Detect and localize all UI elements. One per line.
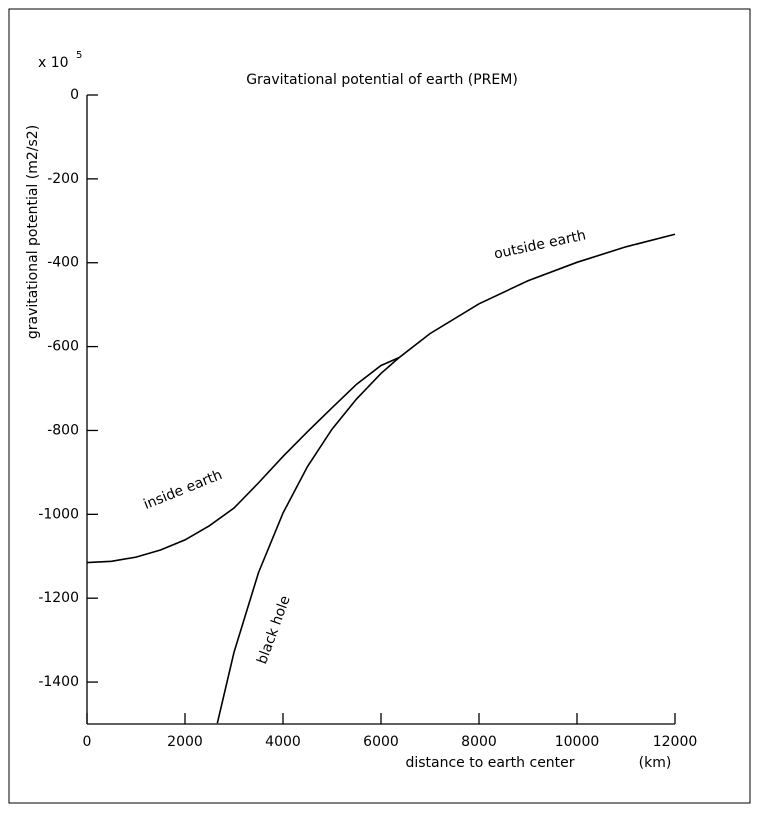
annotation: outside earth	[493, 227, 588, 262]
chart-title: Gravitational potential of earth (PREM)	[246, 72, 518, 88]
y-tick-label: -400	[47, 255, 79, 271]
y-tick-label: -200	[47, 171, 79, 187]
x-tick-label: 12000	[653, 734, 698, 750]
y-tick-label: -1200	[38, 590, 79, 606]
x-tick-label: 4000	[265, 734, 301, 750]
y-tick-label: -600	[47, 339, 79, 355]
y-tick-label: -800	[47, 422, 79, 438]
annotation: black hole	[254, 594, 294, 667]
line-series	[86, 233, 676, 564]
y-tick-label: 0	[70, 87, 79, 103]
x-axis-label: distance to earth center	[405, 755, 574, 771]
x-tick-label: 10000	[555, 734, 600, 750]
x-tick-label: 2000	[167, 734, 203, 750]
y-axis-label: gravitational potential (m2/s2)	[25, 125, 41, 339]
x-tick-label: 6000	[363, 734, 399, 750]
x-tick-label: 8000	[461, 734, 497, 750]
x-tick-label: 0	[83, 734, 92, 750]
x-axis-unit: (km)	[639, 755, 672, 771]
y-tick-label: -1400	[38, 674, 79, 690]
line-series	[216, 356, 400, 724]
y-tick-label: -1000	[38, 506, 79, 522]
annotation: inside earth	[141, 467, 224, 513]
y-multiplier-exp: 5	[76, 50, 82, 61]
y-multiplier: x 10	[38, 55, 69, 71]
frame	[8, 8, 751, 804]
